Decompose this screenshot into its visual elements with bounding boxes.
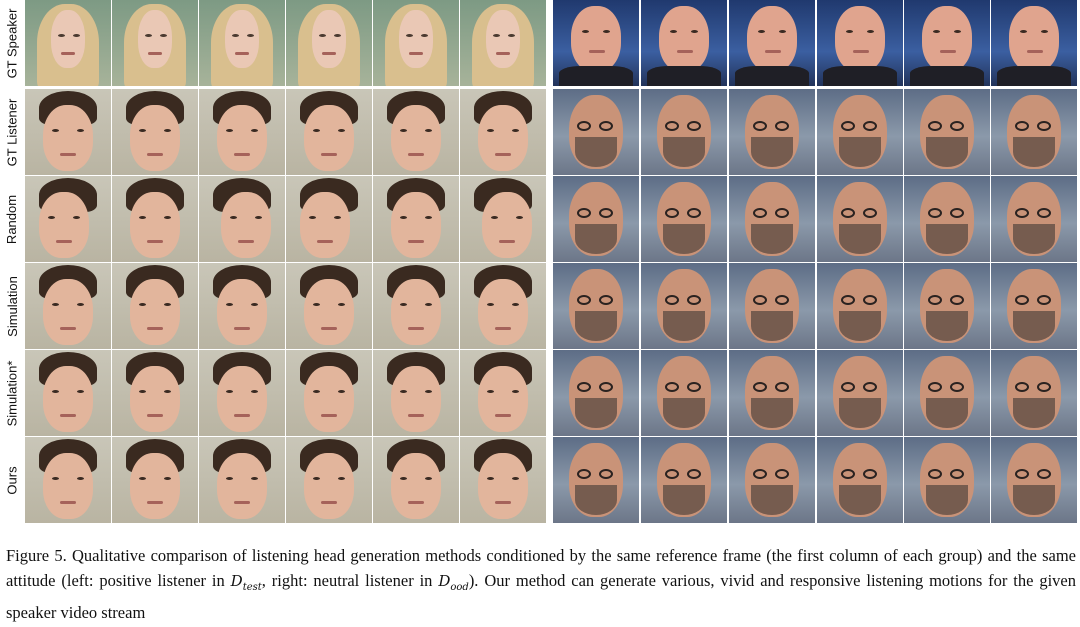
row-label: Ours <box>4 465 20 495</box>
caption-text-part1: Qualitative comparison of listening head… <box>6 546 1076 590</box>
row-label: Simulation <box>4 275 20 337</box>
left-group-tile <box>112 350 198 436</box>
left-group-tile <box>199 176 285 262</box>
right-group-tile <box>904 437 990 523</box>
row-label: GT Speaker <box>4 8 20 78</box>
left-group-tile <box>25 89 111 175</box>
left-group-tile <box>199 437 285 523</box>
left-group-tile <box>112 437 198 523</box>
left-group-tile <box>112 263 198 349</box>
left-group-tile <box>286 263 372 349</box>
row-label: GT Listener <box>4 98 20 166</box>
left-group-tile <box>373 437 459 523</box>
right-group-tile <box>641 176 727 262</box>
right-group-tile <box>904 263 990 349</box>
left-group-tile <box>373 0 459 86</box>
right-group-tile <box>553 89 639 175</box>
right-group-tile <box>991 89 1077 175</box>
left-group-tile <box>286 350 372 436</box>
right-group-tile <box>991 437 1077 523</box>
left-group-tile <box>25 263 111 349</box>
right-group-tile <box>641 350 727 436</box>
left-group-tile <box>286 176 372 262</box>
right-group-tile <box>991 263 1077 349</box>
right-group-tile <box>904 89 990 175</box>
left-group-tile <box>286 437 372 523</box>
right-group-tile <box>641 0 727 86</box>
left-group-tile <box>199 89 285 175</box>
left-group-tile <box>373 176 459 262</box>
left-group-tile <box>373 89 459 175</box>
left-group-tile <box>25 350 111 436</box>
right-group-tile <box>991 176 1077 262</box>
caption-prefix: Figure 5. <box>6 546 67 565</box>
left-group-tile <box>199 263 285 349</box>
math-d-ood: Dood <box>438 572 469 593</box>
right-group-tile <box>817 437 903 523</box>
right-group-tile <box>641 89 727 175</box>
right-group-tile <box>904 176 990 262</box>
figure-caption: Figure 5. Qualitative comparison of list… <box>6 543 1076 625</box>
right-group-tile <box>817 0 903 86</box>
left-group-tile <box>373 350 459 436</box>
right-group-tile <box>991 0 1077 86</box>
right-group-tile <box>817 350 903 436</box>
right-group-tile <box>729 350 815 436</box>
right-group-tile <box>991 350 1077 436</box>
caption-text-part2: , right: neutral listener in <box>261 571 439 590</box>
right-group-tile <box>729 263 815 349</box>
right-group-tile <box>553 350 639 436</box>
caption-text-part3: ). Our method can generate various, vivi… <box>6 571 1076 622</box>
left-group-tile <box>112 176 198 262</box>
right-group-tile <box>729 0 815 86</box>
left-group-tile <box>112 89 198 175</box>
right-group-tile <box>904 0 990 86</box>
left-group-tile <box>199 350 285 436</box>
right-group-tile <box>553 263 639 349</box>
left-group-tile <box>460 89 546 175</box>
left-group-tile <box>25 0 111 86</box>
right-group-tile <box>904 350 990 436</box>
right-group-tile <box>817 263 903 349</box>
right-group-tile <box>817 89 903 175</box>
left-group-tile <box>460 350 546 436</box>
left-group-tile <box>199 0 285 86</box>
right-group-tile <box>553 437 639 523</box>
group-divider <box>548 0 553 528</box>
right-group-tile <box>553 0 639 86</box>
row-label: Random <box>4 194 20 244</box>
right-group-tile <box>817 176 903 262</box>
left-group-tile <box>286 89 372 175</box>
row-label: Simulation* <box>4 360 20 426</box>
left-group-tile <box>460 0 546 86</box>
math-d-test: Dtest <box>230 572 262 593</box>
left-group-tile <box>286 0 372 86</box>
right-group-tile <box>729 89 815 175</box>
figure-image-grid: GT Speaker GT Listener Random Simulation Sim… <box>4 0 1077 528</box>
left-group-tile <box>373 263 459 349</box>
left-group-tile <box>25 437 111 523</box>
left-group-tile <box>460 263 546 349</box>
left-group-tile <box>460 437 546 523</box>
left-group-tile <box>460 176 546 262</box>
right-group-tile <box>553 176 639 262</box>
right-group-tile <box>729 437 815 523</box>
left-group-tile <box>112 0 198 86</box>
right-group-tile <box>641 263 727 349</box>
left-group-tile <box>25 176 111 262</box>
right-group-tile <box>641 437 727 523</box>
right-group-tile <box>729 176 815 262</box>
